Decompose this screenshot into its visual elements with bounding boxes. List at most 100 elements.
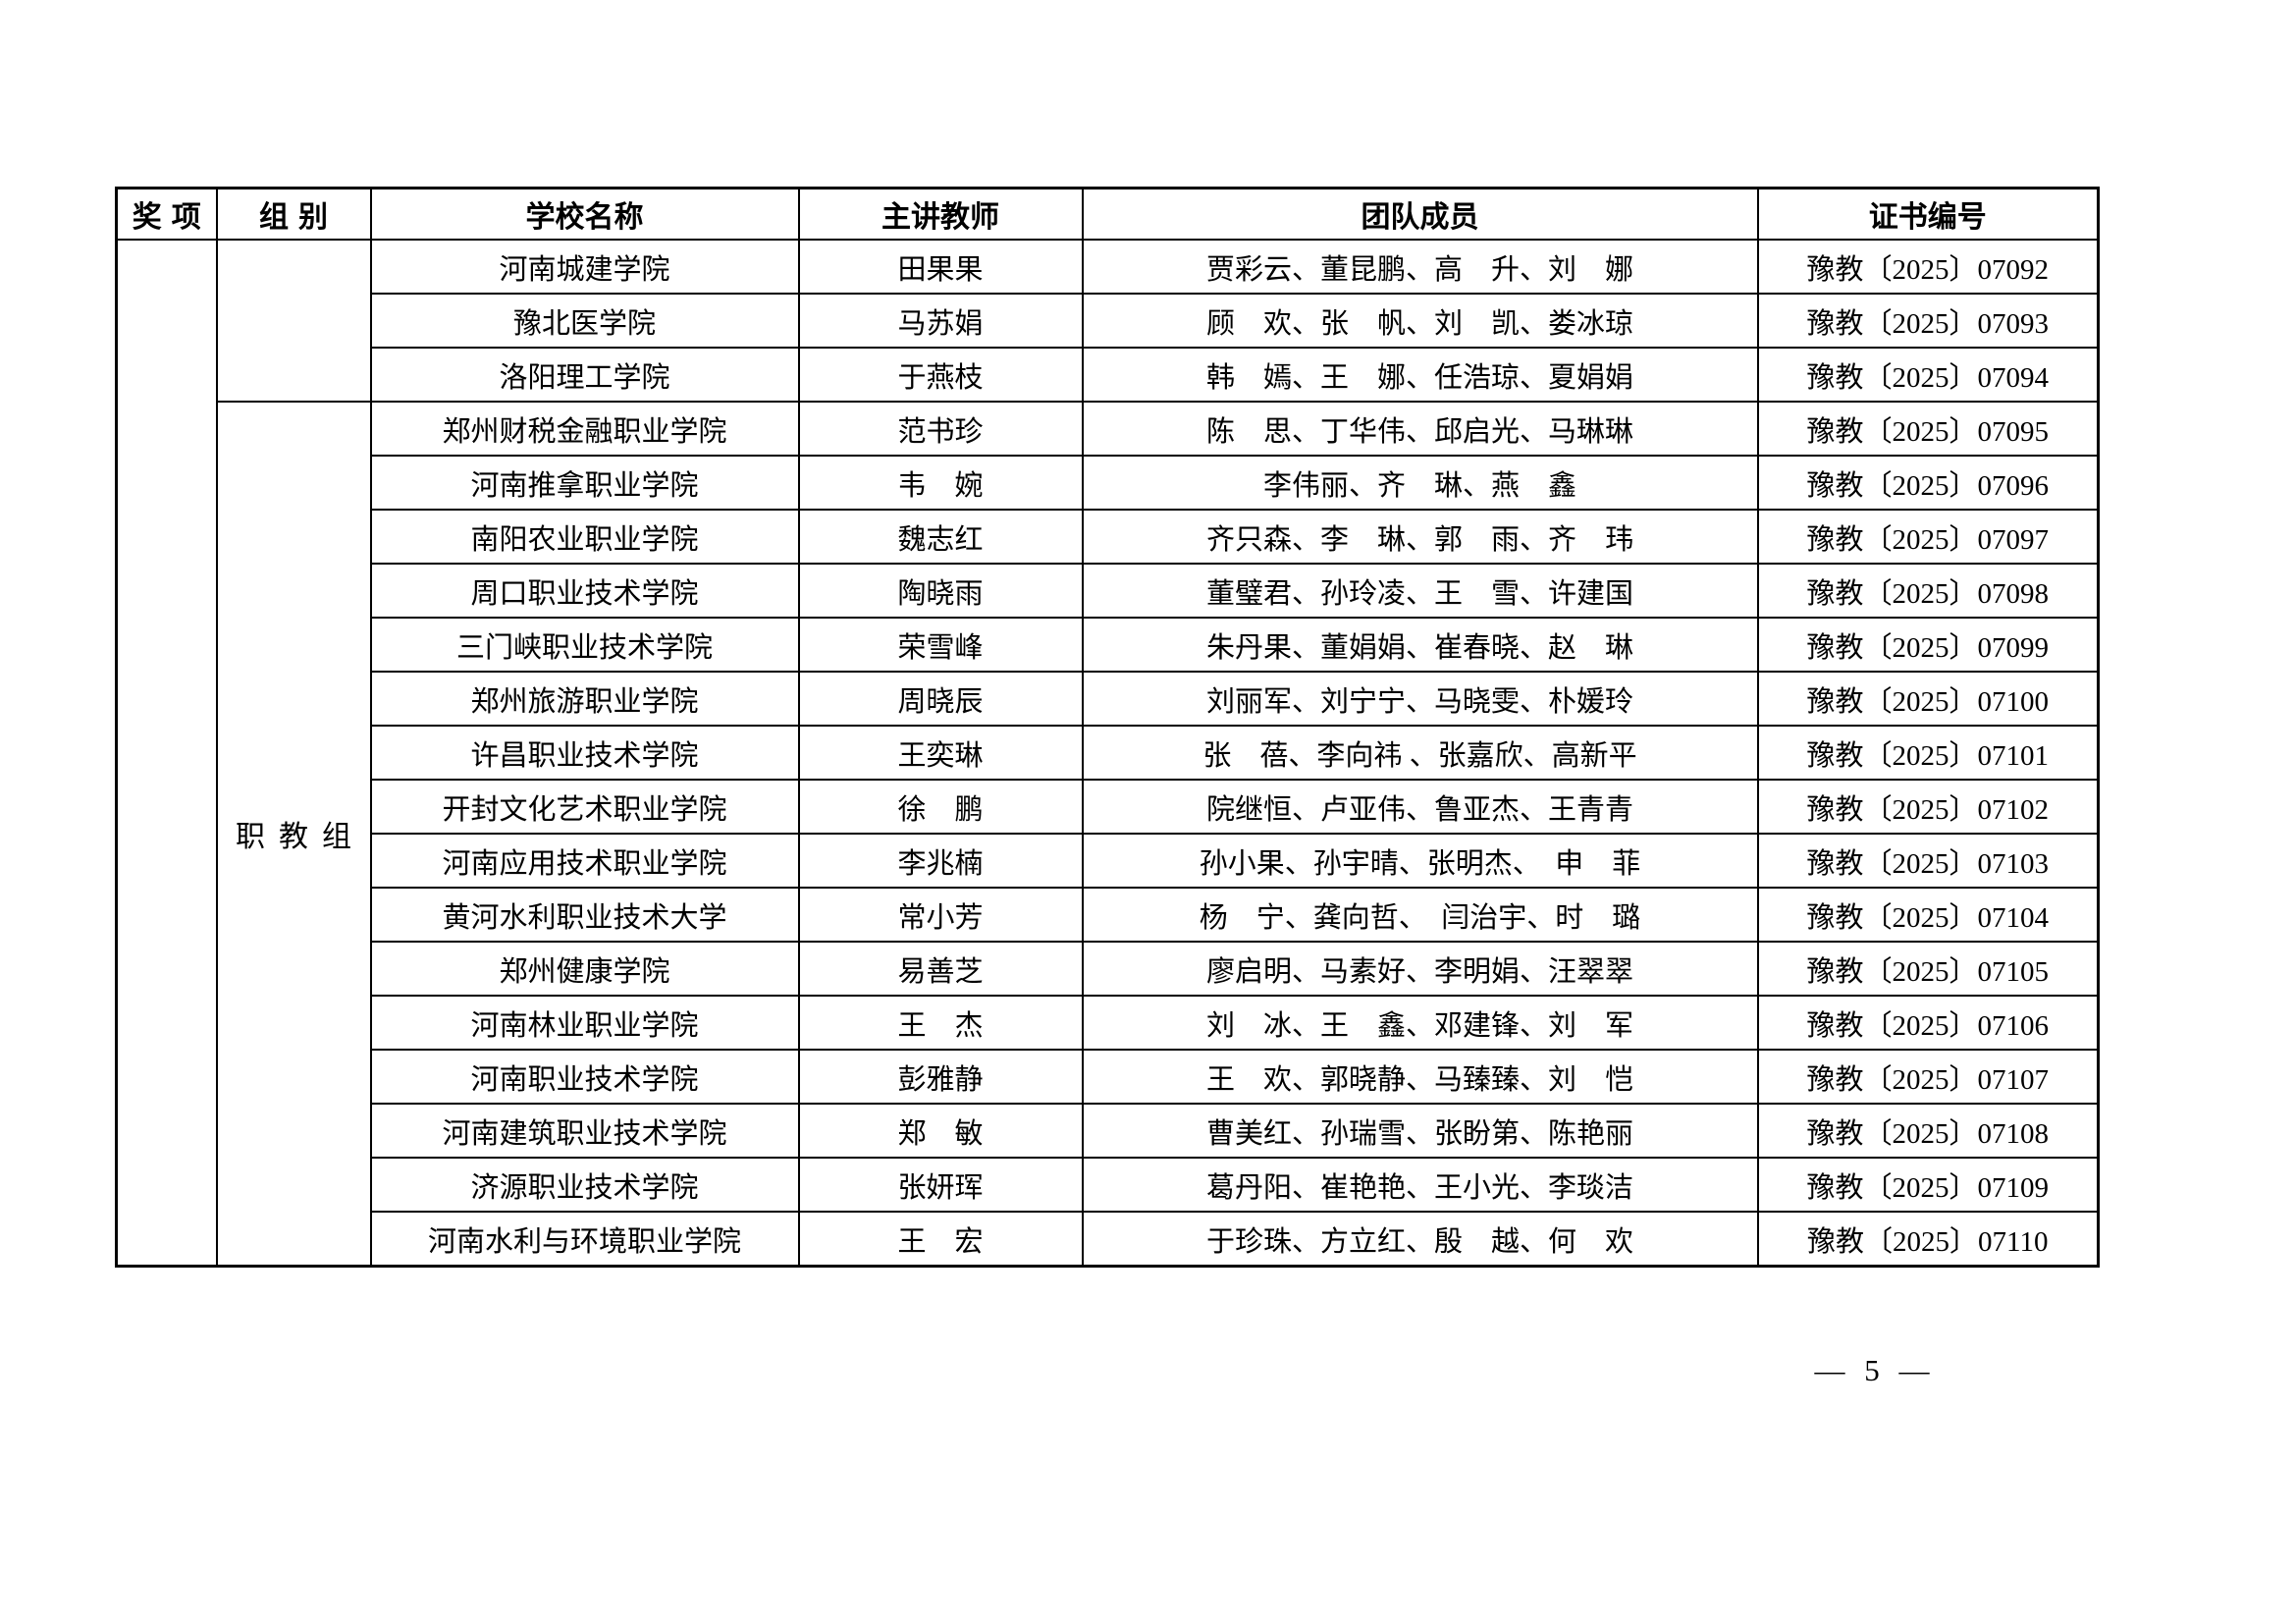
table-row: 南阳农业职业学院 魏志红 齐只森、李 琳、郭 雨、齐 玮豫教〔2025〕07097 xyxy=(117,509,2100,565)
school-cell: 河南应用技术职业学院 xyxy=(369,833,800,889)
teacher-cell: 王 杰 xyxy=(797,995,1084,1051)
cert-cell: 豫教〔2025〕07098 xyxy=(1756,563,2100,619)
team-cell: 贾彩云、董昆鹏、高 升、刘 娜 xyxy=(1081,239,1759,295)
team-cell: 李伟丽、齐 琳、燕 鑫 xyxy=(1081,455,1759,511)
school-cell: 河南建筑职业技术学院 xyxy=(369,1103,800,1159)
table-row: 洛阳理工学院 于燕枝韩 嫣、王 娜、任浩琼、夏娟娟 豫教〔2025〕07094 xyxy=(117,347,2100,403)
table-row: 河南城建学院 田果果 贾彩云、董昆鹏、高 升、刘 娜豫教〔2025〕07092 xyxy=(115,239,2100,1268)
awards-table: 奖项 组别 学校名称 主讲教师 团队成员 证书编号 河南城建学院 田果果 贾彩云、董… xyxy=(115,187,2100,1268)
teacher-cell: 陶晓雨 xyxy=(797,563,1084,619)
header-teacher: 主讲教师 xyxy=(797,187,1084,241)
teacher-cell: 韦 婉 xyxy=(797,455,1084,511)
table-row: 河南建筑职业技术学院郑 敏曹美红、孙瑞雪、张盼第、陈艳丽 豫教〔2025〕0710… xyxy=(117,1103,2100,1159)
team-cell: 刘 冰、王 鑫、邓建锋、刘 军 xyxy=(1081,995,1759,1051)
group-cell xyxy=(215,239,372,403)
team-cell: 廖启明、马素好、李明娟、汪翠翠 xyxy=(1081,941,1759,997)
team-cell: 张 蓓、李向祎 、张嘉欣、高新平 xyxy=(1081,725,1759,781)
header-row: 奖项 组别 学校名称 主讲教师 团队成员 证书编号 xyxy=(115,187,2100,241)
table-row: 河南应用技术职业学院 李兆楠 孙小果、孙宇晴、张明杰、 申 菲豫教〔2025〕071… xyxy=(117,833,2100,889)
cert-cell: 豫教〔2025〕07106 xyxy=(1756,995,2100,1051)
teacher-cell: 荣雪峰 xyxy=(797,617,1084,673)
award-cell xyxy=(115,239,218,1268)
team-cell: 顾 欢、张 帆、刘 凯、娄冰琼 xyxy=(1081,293,1759,349)
cert-cell: 豫教〔2025〕07109 xyxy=(1756,1157,2100,1213)
school-cell: 河南推拿职业学院 xyxy=(369,455,800,511)
cert-cell: 豫教〔2025〕07101 xyxy=(1756,725,2100,781)
teacher-cell: 彭雅静 xyxy=(797,1049,1084,1105)
team-cell: 孙小果、孙宇晴、张明杰、 申 菲 xyxy=(1081,833,1759,889)
teacher-cell: 郑 敏 xyxy=(797,1103,1084,1159)
school-cell: 河南城建学院 xyxy=(369,239,800,295)
cert-cell: 豫教〔2025〕07103 xyxy=(1756,833,2100,889)
school-cell: 郑州旅游职业学院 xyxy=(369,671,800,727)
team-cell: 刘丽军、刘宁宁、马晓雯、朴媛玲 xyxy=(1081,671,1759,727)
teacher-cell: 范书珍 xyxy=(797,401,1084,457)
teacher-cell: 田果果 xyxy=(797,239,1084,295)
table-row: 郑州旅游职业学院 周晓辰 刘丽军、刘宁宁、马晓雯、朴媛玲 豫教〔2025〕07100 xyxy=(117,671,2100,727)
school-cell: 豫北医学院 xyxy=(369,293,800,349)
school-cell: 河南林业职业学院 xyxy=(369,995,800,1051)
cert-cell: 豫教〔2025〕07100 xyxy=(1756,671,2100,727)
table-row: 黄河水利职业技术大学 常小芳杨 宁、龚向哲、 闫治宇、时 璐豫教〔2025〕071… xyxy=(117,887,2100,943)
cert-cell: 豫教〔2025〕07096 xyxy=(1756,455,2100,511)
table-row: 职教组 郑州财税金融职业学院 范书珍陈 思、丁华伟、邱启光、马琳琳 豫教〔2025〕0… xyxy=(117,401,2100,1268)
cert-cell: 豫教〔2025〕07105 xyxy=(1756,941,2100,997)
group-cell: 职教组 xyxy=(215,401,372,1268)
teacher-cell: 马苏娟 xyxy=(797,293,1084,349)
cert-cell: 豫教〔2025〕07110 xyxy=(1756,1211,2100,1268)
cert-cell: 豫教〔2025〕07102 xyxy=(1756,779,2100,835)
school-cell: 济源职业技术学院 xyxy=(369,1157,800,1213)
school-cell: 河南水利与环境职业学院 xyxy=(369,1211,800,1268)
school-cell: 河南职业技术学院 xyxy=(369,1049,800,1105)
table-row: 郑州健康学院 易善芝 廖启明、马素好、李明娟、汪翠翠 豫教〔2025〕07105 xyxy=(117,941,2100,997)
team-cell: 韩 嫣、王 娜、任浩琼、夏娟娟 xyxy=(1081,347,1759,403)
cert-cell: 豫教〔2025〕07099 xyxy=(1756,617,2100,673)
cert-cell: 豫教〔2025〕07093 xyxy=(1756,293,2100,349)
table-row: 河南水利与环境职业学院王 宏于珍珠、方立红、殷 越、何 欢豫教〔2025〕071… xyxy=(117,1211,2100,1268)
header-award: 奖项 xyxy=(115,187,218,241)
school-cell: 洛阳理工学院 xyxy=(369,347,800,403)
page-number: — 5 — xyxy=(1814,1353,1936,1387)
school-cell: 周口职业技术学院 xyxy=(369,563,800,619)
table-row: 周口职业技术学院 陶晓雨 董璧君、孙玲凌、王 雪、许建国 豫教〔2025〕07098 xyxy=(117,563,2100,619)
school-cell: 郑州财税金融职业学院 xyxy=(369,401,800,457)
team-cell: 于珍珠、方立红、殷 越、何 欢 xyxy=(1081,1211,1759,1268)
team-cell: 董璧君、孙玲凌、王 雪、许建国 xyxy=(1081,563,1759,619)
teacher-cell: 魏志红 xyxy=(797,509,1084,565)
teacher-cell: 易善芝 xyxy=(797,941,1084,997)
team-cell: 院继恒、卢亚伟、鲁亚杰、王青青 xyxy=(1081,779,1759,835)
cert-cell: 豫教〔2025〕07108 xyxy=(1756,1103,2100,1159)
team-cell: 陈 思、丁华伟、邱启光、马琳琳 xyxy=(1081,401,1759,457)
teacher-cell: 王奕琳 xyxy=(797,725,1084,781)
table-row: 开封文化艺术职业学院徐 鹏院继恒、卢亚伟、鲁亚杰、王青青 豫教〔2025〕0710… xyxy=(117,779,2100,835)
table-row: 河南职业技术学院 彭雅静王 欢、郭晓静、马臻臻、刘 恺豫教〔2025〕07107 xyxy=(117,1049,2100,1105)
header-group: 组别 xyxy=(215,187,372,241)
school-cell: 开封文化艺术职业学院 xyxy=(369,779,800,835)
table-row: 三门峡职业技术学院 荣雪峰 朱丹果、董娟娟、崔春晓、赵 琳豫教〔2025〕07099 xyxy=(117,617,2100,673)
cert-cell: 豫教〔2025〕07107 xyxy=(1756,1049,2100,1105)
school-cell: 三门峡职业技术学院 xyxy=(369,617,800,673)
teacher-cell: 常小芳 xyxy=(797,887,1084,943)
cert-cell: 豫教〔2025〕07092 xyxy=(1756,239,2100,295)
teacher-cell: 李兆楠 xyxy=(797,833,1084,889)
table-header: 奖项 组别 学校名称 主讲教师 团队成员 证书编号 xyxy=(115,187,2100,241)
school-cell: 郑州健康学院 xyxy=(369,941,800,997)
team-cell: 王 欢、郭晓静、马臻臻、刘 恺 xyxy=(1081,1049,1759,1105)
team-cell: 齐只森、李 琳、郭 雨、齐 玮 xyxy=(1081,509,1759,565)
table-row: 豫北医学院 马苏娟顾 欢、张 帆、刘 凯、娄冰琼 豫教〔2025〕07093 xyxy=(117,293,2100,349)
cert-cell: 豫教〔2025〕07104 xyxy=(1756,887,2100,943)
team-cell: 曹美红、孙瑞雪、张盼第、陈艳丽 xyxy=(1081,1103,1759,1159)
table-body: 河南城建学院 田果果 贾彩云、董昆鹏、高 升、刘 娜豫教〔2025〕07092 豫北医… xyxy=(115,239,2100,1268)
table-row: 河南推拿职业学院韦 婉李伟丽、齐 琳、燕 鑫豫教〔2025〕07096 xyxy=(117,455,2100,511)
teacher-cell: 于燕枝 xyxy=(797,347,1084,403)
school-cell: 南阳农业职业学院 xyxy=(369,509,800,565)
school-cell: 黄河水利职业技术大学 xyxy=(369,887,800,943)
school-cell: 许昌职业技术学院 xyxy=(369,725,800,781)
teacher-cell: 王 宏 xyxy=(797,1211,1084,1268)
header-school: 学校名称 xyxy=(369,187,800,241)
header-cert: 证书编号 xyxy=(1756,187,2100,241)
header-team: 团队成员 xyxy=(1081,187,1759,241)
team-cell: 朱丹果、董娟娟、崔春晓、赵 琳 xyxy=(1081,617,1759,673)
table-row: 河南林业职业学院王 杰刘 冰、王 鑫、邓建锋、刘 军豫教〔2025〕07106 xyxy=(117,995,2100,1051)
